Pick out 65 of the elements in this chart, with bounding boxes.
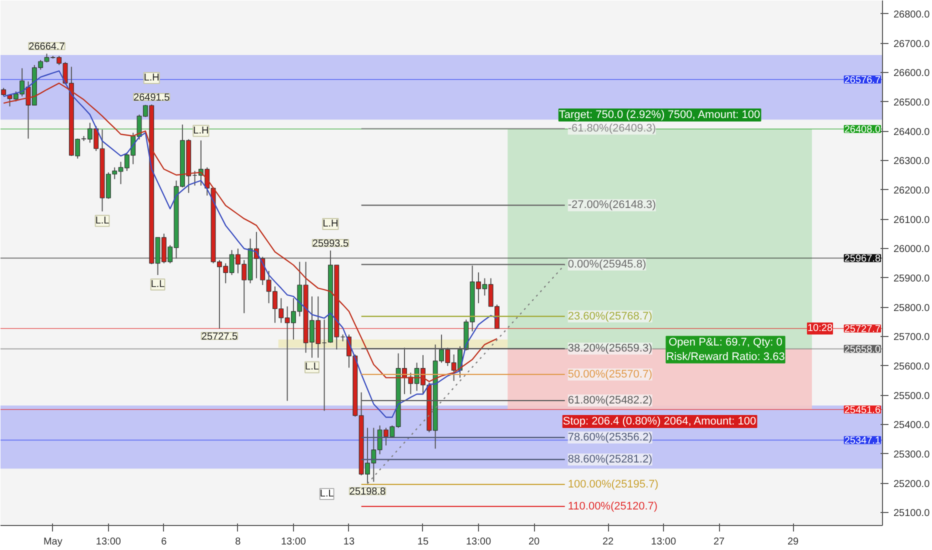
- y-tick-label: 25100.0: [894, 508, 930, 520]
- series-label: 38.20%(25659.3): [568, 342, 652, 355]
- series-label: -27.00%(26148.3): [568, 199, 656, 212]
- annotation: Open P&L: 69.7, Qty: 0 Risk/Reward Ratio: 3.63: [666, 336, 785, 363]
- x-tick-label: 29: [788, 536, 800, 548]
- y-tick-label: 26700.0: [894, 38, 930, 50]
- band-label: Target: 750.0 (2.92%) 7500, Amount: 100: [558, 108, 760, 121]
- series-label: 100.00%(25195.7): [568, 478, 658, 490]
- ref-line-label: 26408.0: [844, 124, 881, 136]
- x-tick-label: 13:00: [280, 536, 306, 548]
- x-tick-label: 8: [235, 536, 242, 548]
- series-label: 23.60%(25768.7): [568, 310, 652, 322]
- x-tick-label: 22: [602, 536, 614, 548]
- annotation: L.L: [305, 362, 320, 373]
- series-label: 0.00%(25945.8): [568, 258, 646, 270]
- y-tick-label: 26200.0: [894, 185, 930, 196]
- x-tick-label: 15: [417, 536, 429, 548]
- annotation: L.H: [322, 218, 338, 230]
- y-tick-label: 25200.0: [894, 478, 930, 490]
- annotation: L.L: [150, 279, 166, 290]
- annotation: 25993.5: [312, 238, 349, 250]
- series-label: 50.00%(25570.7): [568, 368, 652, 380]
- y-tick-label: 26600.0: [894, 68, 930, 80]
- ref-line-label: 25967.8: [844, 254, 881, 265]
- y-tick-label: 26500.0: [894, 97, 930, 108]
- y-tick-label: 25400.0: [894, 420, 930, 432]
- annotation: L.H: [144, 72, 160, 84]
- series-label: 61.80%(25482.2): [568, 394, 652, 407]
- x-tick-label: 13:00: [466, 536, 492, 548]
- y-tick-label: 26300.0: [894, 156, 930, 168]
- y-tick-label: 25600.0: [894, 361, 930, 372]
- y-tick-label: 25300.0: [894, 449, 930, 460]
- x-tick-label: 13:00: [651, 536, 676, 548]
- x-tick-label: 13: [343, 536, 355, 548]
- ref-line-label: 25347.1: [844, 436, 881, 447]
- y-tick-label: 25700.0: [894, 332, 930, 344]
- x-tick-label: 27: [713, 536, 726, 548]
- annotation: 26664.7: [28, 42, 66, 53]
- ref-line-label: 25451.6: [844, 404, 881, 416]
- y-tick-label: 26000.0: [894, 244, 930, 256]
- y-tick-label: 25900.0: [894, 273, 930, 284]
- x-tick-label: 20: [528, 536, 540, 548]
- y-tick-label: 25800.0: [894, 302, 930, 314]
- annotation: L.H: [193, 125, 209, 136]
- series-label: -61.80%(26409.3): [568, 122, 656, 135]
- ref-line-label: 25658.0: [844, 344, 881, 356]
- x-tick-label: 6: [161, 536, 168, 548]
- x-tick-label: May: [43, 536, 62, 548]
- y-tick-label: 26400.0: [894, 126, 930, 138]
- annotation: 10:28: [807, 322, 833, 334]
- series-label: 88.60%(25281.2): [568, 454, 652, 466]
- annotation: L.L: [95, 215, 110, 226]
- ref-line-label: 25727.7: [844, 324, 881, 335]
- x-tick-label: 13:00: [96, 536, 122, 548]
- annotation: L.L: [320, 488, 334, 500]
- y-tick-label: 26800.0: [894, 9, 930, 20]
- series-label: 110.00%(25120.7): [568, 500, 658, 512]
- annotation: 25198.8: [349, 486, 386, 498]
- y-tick-label: 26100.0: [894, 214, 930, 226]
- series-label: 78.60%(25356.2): [568, 432, 652, 444]
- ref-line-label: 26576.7: [844, 74, 881, 86]
- annotation: 25727.5: [201, 332, 238, 343]
- band-label: Stop: 206.4 (0.80%) 2064, Amount: 100: [562, 415, 756, 428]
- y-tick-label: 25500.0: [894, 390, 930, 402]
- annotation: 26491.5: [134, 92, 170, 104]
